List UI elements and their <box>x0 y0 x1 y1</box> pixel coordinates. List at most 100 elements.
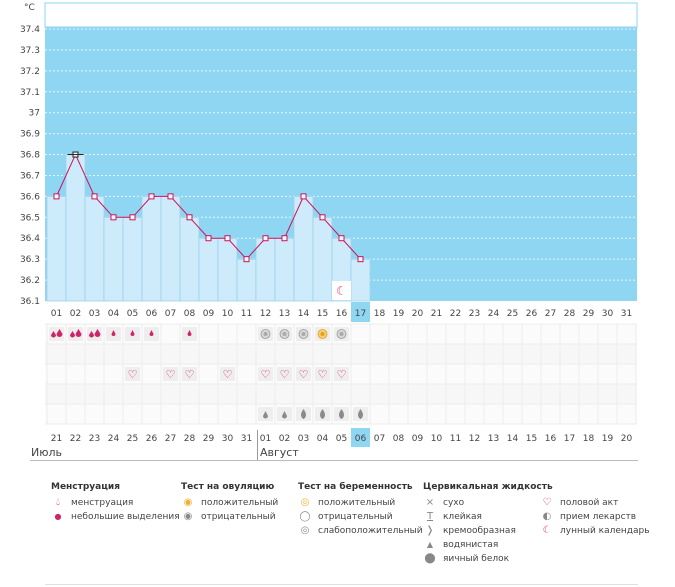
watery-icon: ▲ <box>426 540 434 549</box>
temperature-bar <box>236 258 257 302</box>
cycle-day-label: 30 <box>602 309 614 319</box>
marker-cell <box>296 367 311 381</box>
temperature-bar <box>179 216 200 302</box>
moon-icon: ☾ <box>336 284 347 298</box>
legend-item: ☾ лунный календарь <box>540 524 650 538</box>
temperature-point <box>129 214 136 221</box>
date-label: 06 <box>355 434 367 444</box>
heart-icon: ♡ <box>261 368 271 381</box>
watery-icon <box>263 411 268 419</box>
legend-other: ♡ половой акт ◐ прием лекарств ☾ лунный кал… <box>540 496 650 538</box>
date-label: 28 <box>184 434 196 444</box>
heavy-drop-icon: 💧︎ <box>56 497 60 508</box>
egg-white-icon <box>320 409 325 419</box>
temperature-bar <box>84 195 105 302</box>
cycle-day-label: 23 <box>469 309 480 319</box>
y-tick-label: 36.2 <box>20 276 40 286</box>
sticky-icon: T <box>426 511 434 522</box>
y-tick-label: 37.1 <box>20 88 40 98</box>
date-label: 26 <box>146 434 158 444</box>
calendar-date-axis: 21 22 23 24 25 26 27 28 29 30 31 01 02 03 04 05 06 07 08 09… <box>51 428 633 447</box>
cycle-day-label: 06 <box>146 309 158 319</box>
cycle-day-label: 26 <box>526 309 538 319</box>
heart-icon: ♡ <box>337 368 347 381</box>
cycle-day-label: 05 <box>127 309 138 319</box>
legend-item: ⬤ яичный белок <box>424 553 510 564</box>
legend-item: × сухо <box>423 496 553 510</box>
light-drop-icon <box>187 330 192 336</box>
chart-top-band <box>44 2 638 28</box>
heart-icon: ♡ <box>299 368 309 381</box>
light-drop-icon: ● <box>54 512 62 521</box>
pregnancy-negative-icon: ◯ <box>299 511 311 522</box>
date-label: 11 <box>450 434 461 444</box>
cycle-day-label: 22 <box>450 309 461 319</box>
heavy-drop-icon <box>75 329 82 337</box>
egg-white-icon: ⬤ <box>424 553 436 564</box>
legend-item: ◯ отрицательный <box>299 511 393 522</box>
date-label: 27 <box>165 434 176 444</box>
symptom-row <box>45 344 637 364</box>
date-label: 13 <box>488 434 499 444</box>
cycle-day-label: 24 <box>488 309 500 319</box>
cycle-day-label: 08 <box>184 309 196 319</box>
y-tick-label: 36.1 <box>20 297 40 307</box>
date-label: 04 <box>317 434 329 444</box>
marker-cell <box>220 367 235 381</box>
egg-white-icon <box>301 409 306 419</box>
legend-item: ◐ прием лекарств <box>540 510 650 524</box>
date-label: 03 <box>298 434 309 444</box>
date-label: 02 <box>279 434 290 444</box>
legend-item: ❭ кремообразная <box>423 524 553 538</box>
legend-title: Менструация <box>51 482 120 492</box>
legend-title: Цервикальная жидкость <box>423 482 553 492</box>
cycle-day-label: 11 <box>241 309 252 319</box>
heart-icon: ♡ <box>542 497 552 508</box>
y-tick-label: 37 <box>29 109 40 119</box>
heavy-drop-icon <box>56 329 63 337</box>
egg-white-icon <box>339 409 344 419</box>
heavy-drop-icon <box>89 331 94 338</box>
ovulation-core <box>301 332 306 336</box>
date-label: 07 <box>374 434 385 444</box>
date-label: 29 <box>203 434 215 444</box>
pill-icon: ◐ <box>542 511 552 522</box>
temperature-bar <box>141 195 162 302</box>
unit-label: °C <box>24 3 35 13</box>
cycle-day-label: 04 <box>108 309 120 319</box>
temperature-bar <box>350 258 371 302</box>
heart-icon: ♡ <box>128 368 138 381</box>
cycle-day-label: 03 <box>89 309 100 319</box>
cycle-day-label: 12 <box>260 309 271 319</box>
y-tick-label: 36.8 <box>20 151 40 161</box>
heart-icon: ♡ <box>166 368 176 381</box>
cycle-day-label: 17 <box>355 309 366 319</box>
marker-cell <box>315 367 330 381</box>
creamy-icon: ❭ <box>425 525 435 536</box>
date-label: 01 <box>260 434 271 444</box>
temperature-bars <box>46 154 371 302</box>
temperature-point <box>167 193 174 200</box>
date-label: 30 <box>222 434 234 444</box>
cycle-day-label: 19 <box>393 309 405 319</box>
month-label-first: Июль <box>31 446 63 459</box>
heart-icon: ♡ <box>223 368 233 381</box>
date-label: 23 <box>89 434 100 444</box>
marker-cell <box>182 367 197 381</box>
lunar-cell <box>332 281 351 300</box>
heart-icon: ♡ <box>185 368 195 381</box>
dry-icon: × <box>425 497 435 508</box>
date-label: 09 <box>412 434 424 444</box>
legend-menstruation: Менструация 💧︎ менструация ● небольшие выд… <box>51 482 180 524</box>
temperature-point <box>319 214 326 221</box>
date-label: 20 <box>621 434 633 444</box>
chart-grid <box>45 28 637 281</box>
legend-title: Тест на овуляцию <box>181 482 275 492</box>
date-label: 21 <box>51 434 62 444</box>
month-divider <box>30 460 638 461</box>
date-label: 12 <box>469 434 480 444</box>
temperature-bar <box>46 195 67 302</box>
date-label: 24 <box>108 434 120 444</box>
